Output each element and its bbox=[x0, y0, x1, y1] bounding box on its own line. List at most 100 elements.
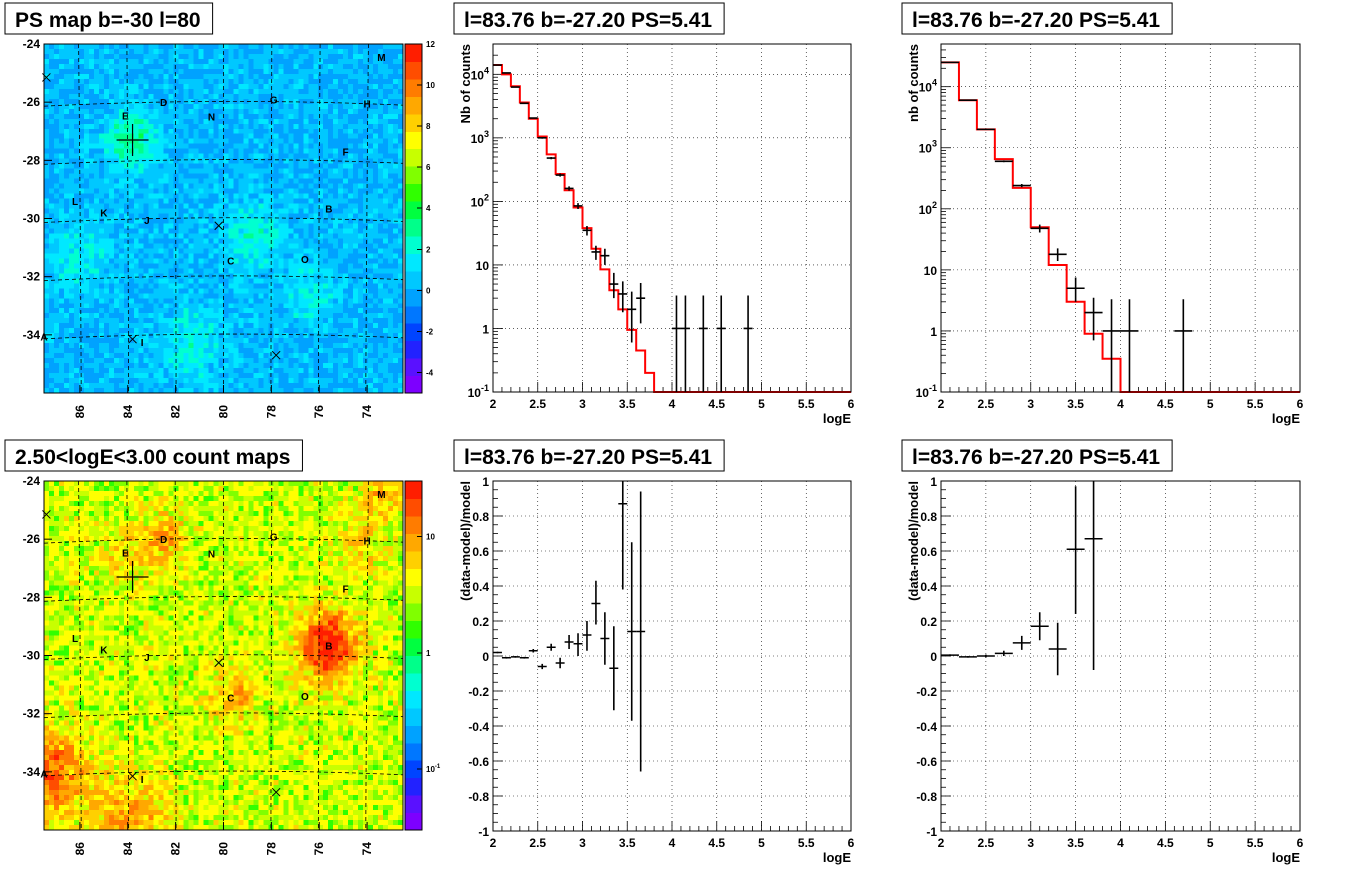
map-cell bbox=[223, 93, 229, 100]
map-cell bbox=[278, 318, 284, 324]
map-cell bbox=[83, 348, 90, 354]
map-cell bbox=[383, 383, 389, 389]
map-cell bbox=[133, 388, 140, 394]
map-cell bbox=[253, 233, 259, 239]
map-cell bbox=[108, 268, 115, 274]
map-cell bbox=[138, 238, 145, 244]
map-cell bbox=[83, 118, 90, 125]
map-cell bbox=[203, 198, 209, 204]
map-cell bbox=[323, 168, 329, 174]
map-cell bbox=[243, 73, 249, 80]
map-cell bbox=[123, 44, 130, 50]
map-cell bbox=[273, 128, 279, 135]
map-cell bbox=[73, 363, 80, 369]
map-cell bbox=[128, 198, 135, 204]
map-cell bbox=[323, 143, 329, 149]
map-cell bbox=[118, 73, 125, 80]
map-cell bbox=[278, 273, 284, 279]
map-cell bbox=[48, 288, 55, 294]
map-cell bbox=[248, 223, 254, 229]
map-cell bbox=[128, 118, 135, 125]
map-cell bbox=[78, 68, 85, 75]
map-cell bbox=[238, 123, 244, 130]
map-cell bbox=[248, 148, 254, 154]
map-cell bbox=[393, 258, 399, 264]
map-cell bbox=[63, 123, 70, 130]
map-cell bbox=[373, 323, 379, 329]
map-cell bbox=[173, 298, 179, 304]
map-cell bbox=[238, 193, 244, 199]
map-cell bbox=[393, 293, 399, 299]
map-cell bbox=[253, 228, 259, 234]
map-cell bbox=[58, 48, 65, 55]
map-cell bbox=[313, 83, 319, 90]
map-cell bbox=[318, 283, 324, 289]
map-cell bbox=[303, 323, 309, 329]
map-cell bbox=[283, 268, 289, 274]
map-cell bbox=[368, 368, 374, 374]
map-cell bbox=[293, 243, 299, 249]
map-cell bbox=[148, 203, 154, 209]
map-cell bbox=[273, 153, 279, 159]
map-cell bbox=[373, 293, 379, 299]
map-cell bbox=[63, 378, 70, 384]
map-cell bbox=[68, 353, 75, 359]
map-cell bbox=[248, 143, 254, 149]
map-cell bbox=[393, 278, 399, 284]
map-cell bbox=[123, 68, 130, 75]
map-cell bbox=[83, 203, 90, 209]
map-cell bbox=[333, 258, 339, 264]
map-cell bbox=[58, 258, 65, 264]
map-cell bbox=[388, 378, 394, 384]
map-cell bbox=[308, 353, 314, 359]
map-cell bbox=[148, 278, 154, 284]
map-cell bbox=[373, 73, 379, 80]
map-cell bbox=[118, 233, 125, 239]
map-cell bbox=[248, 348, 254, 354]
map-cell bbox=[163, 228, 169, 234]
map-cell bbox=[128, 83, 135, 90]
map-cell bbox=[348, 213, 354, 219]
map-cell bbox=[93, 218, 100, 224]
map-cell bbox=[348, 298, 354, 304]
map-cell bbox=[378, 318, 384, 324]
map-cell bbox=[388, 263, 394, 269]
map-cell bbox=[368, 118, 374, 125]
map-cell bbox=[268, 173, 274, 179]
map-cell bbox=[243, 258, 249, 264]
map-cell bbox=[318, 353, 324, 359]
map-cell bbox=[298, 373, 304, 379]
map-cell bbox=[253, 258, 259, 264]
map-cell bbox=[328, 208, 334, 214]
map-cell bbox=[353, 148, 359, 154]
map-cell bbox=[313, 358, 319, 364]
map-cell bbox=[238, 133, 244, 140]
map-cell bbox=[63, 318, 70, 324]
map-cell bbox=[253, 123, 259, 130]
map-cell bbox=[388, 318, 394, 324]
map-cell bbox=[143, 193, 150, 199]
map-cell bbox=[178, 318, 184, 324]
map-cell bbox=[158, 338, 164, 344]
map-cell bbox=[83, 173, 90, 179]
map-cell bbox=[48, 368, 55, 374]
map-cell bbox=[233, 83, 239, 90]
map-cell bbox=[73, 48, 80, 55]
map-cell bbox=[373, 53, 379, 60]
map-cell bbox=[123, 348, 130, 354]
map-cell bbox=[363, 243, 369, 249]
map-cell bbox=[288, 363, 294, 369]
map-cell bbox=[233, 63, 239, 70]
map-cell bbox=[93, 143, 100, 149]
map-cell bbox=[138, 78, 145, 85]
map-cell bbox=[113, 243, 120, 249]
map-cell bbox=[83, 313, 90, 319]
map-cell bbox=[168, 118, 174, 125]
map-cell bbox=[103, 333, 110, 339]
map-cell bbox=[343, 363, 349, 369]
map-cell bbox=[293, 248, 299, 254]
map-cell bbox=[73, 103, 80, 110]
map-cell bbox=[58, 368, 65, 374]
map-cell bbox=[168, 193, 174, 199]
map-cell bbox=[308, 333, 314, 339]
